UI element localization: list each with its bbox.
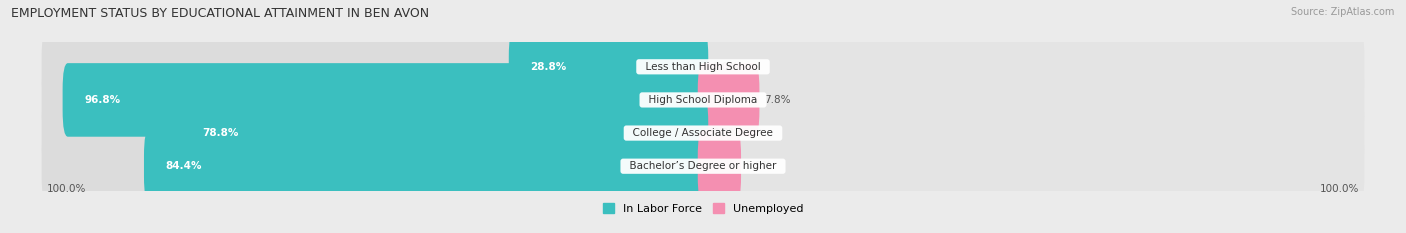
Text: 78.8%: 78.8% [202, 128, 239, 138]
FancyBboxPatch shape [697, 129, 741, 203]
Text: 0.0%: 0.0% [713, 128, 740, 138]
Text: College / Associate Degree: College / Associate Degree [626, 128, 780, 138]
FancyBboxPatch shape [509, 30, 709, 104]
Text: Source: ZipAtlas.com: Source: ZipAtlas.com [1291, 7, 1395, 17]
FancyBboxPatch shape [697, 96, 1364, 170]
FancyBboxPatch shape [63, 63, 709, 137]
FancyBboxPatch shape [181, 96, 709, 170]
Text: 7.8%: 7.8% [763, 95, 790, 105]
Text: 100.0%: 100.0% [1320, 184, 1360, 194]
Text: 96.8%: 96.8% [84, 95, 121, 105]
Text: 100.0%: 100.0% [46, 184, 86, 194]
Text: 84.4%: 84.4% [166, 161, 202, 171]
FancyBboxPatch shape [143, 129, 709, 203]
Text: 28.8%: 28.8% [530, 62, 567, 72]
Text: 0.0%: 0.0% [713, 62, 740, 72]
Text: Less than High School: Less than High School [638, 62, 768, 72]
Text: Bachelor’s Degree or higher: Bachelor’s Degree or higher [623, 161, 783, 171]
FancyBboxPatch shape [42, 30, 709, 104]
Legend: In Labor Force, Unemployed: In Labor Force, Unemployed [598, 199, 808, 218]
FancyBboxPatch shape [697, 30, 1364, 104]
FancyBboxPatch shape [697, 63, 1364, 137]
Text: High School Diploma: High School Diploma [643, 95, 763, 105]
FancyBboxPatch shape [42, 129, 709, 203]
FancyBboxPatch shape [42, 63, 709, 137]
FancyBboxPatch shape [697, 63, 759, 137]
Text: 5.0%: 5.0% [745, 161, 772, 171]
FancyBboxPatch shape [697, 129, 1364, 203]
Text: EMPLOYMENT STATUS BY EDUCATIONAL ATTAINMENT IN BEN AVON: EMPLOYMENT STATUS BY EDUCATIONAL ATTAINM… [11, 7, 429, 20]
FancyBboxPatch shape [42, 96, 709, 170]
